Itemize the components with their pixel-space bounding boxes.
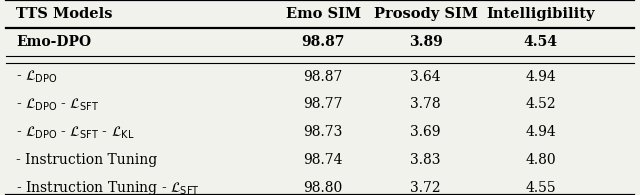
Text: 4.94: 4.94: [525, 125, 556, 139]
Text: 3.83: 3.83: [410, 153, 441, 167]
Text: 3.72: 3.72: [410, 181, 441, 195]
Text: - Instruction Tuning: - Instruction Tuning: [16, 153, 157, 167]
Text: Emo SIM: Emo SIM: [285, 7, 361, 21]
Text: TTS Models: TTS Models: [16, 7, 113, 21]
Text: Prosody SIM: Prosody SIM: [374, 7, 477, 21]
Text: 4.52: 4.52: [525, 98, 556, 112]
Text: 4.54: 4.54: [524, 35, 558, 49]
Text: 4.55: 4.55: [525, 181, 556, 195]
Text: Emo-DPO: Emo-DPO: [16, 35, 91, 49]
Text: 98.87: 98.87: [303, 70, 343, 84]
Text: - $\mathcal{L}_{\rm DPO}$: - $\mathcal{L}_{\rm DPO}$: [16, 68, 58, 85]
Text: - Instruction Tuning - $\mathcal{L}_{\rm SFT}$: - Instruction Tuning - $\mathcal{L}_{\rm…: [16, 179, 200, 195]
Text: 4.80: 4.80: [525, 153, 556, 167]
Text: - $\mathcal{L}_{\rm DPO}$ - $\mathcal{L}_{\rm SFT}$ - $\mathcal{L}_{\rm KL}$: - $\mathcal{L}_{\rm DPO}$ - $\mathcal{L}…: [16, 124, 134, 141]
Text: 98.77: 98.77: [303, 98, 343, 112]
Text: 3.64: 3.64: [410, 70, 441, 84]
Text: 3.89: 3.89: [409, 35, 442, 49]
Text: 3.69: 3.69: [410, 125, 441, 139]
Text: 98.74: 98.74: [303, 153, 343, 167]
Text: Intelligibility: Intelligibility: [486, 7, 595, 21]
Text: - $\mathcal{L}_{\rm DPO}$ - $\mathcal{L}_{\rm SFT}$: - $\mathcal{L}_{\rm DPO}$ - $\mathcal{L}…: [16, 96, 99, 113]
Text: 98.73: 98.73: [303, 125, 343, 139]
Text: 98.87: 98.87: [301, 35, 345, 49]
Text: 4.94: 4.94: [525, 70, 556, 84]
Text: 3.78: 3.78: [410, 98, 441, 112]
Text: 98.80: 98.80: [303, 181, 343, 195]
